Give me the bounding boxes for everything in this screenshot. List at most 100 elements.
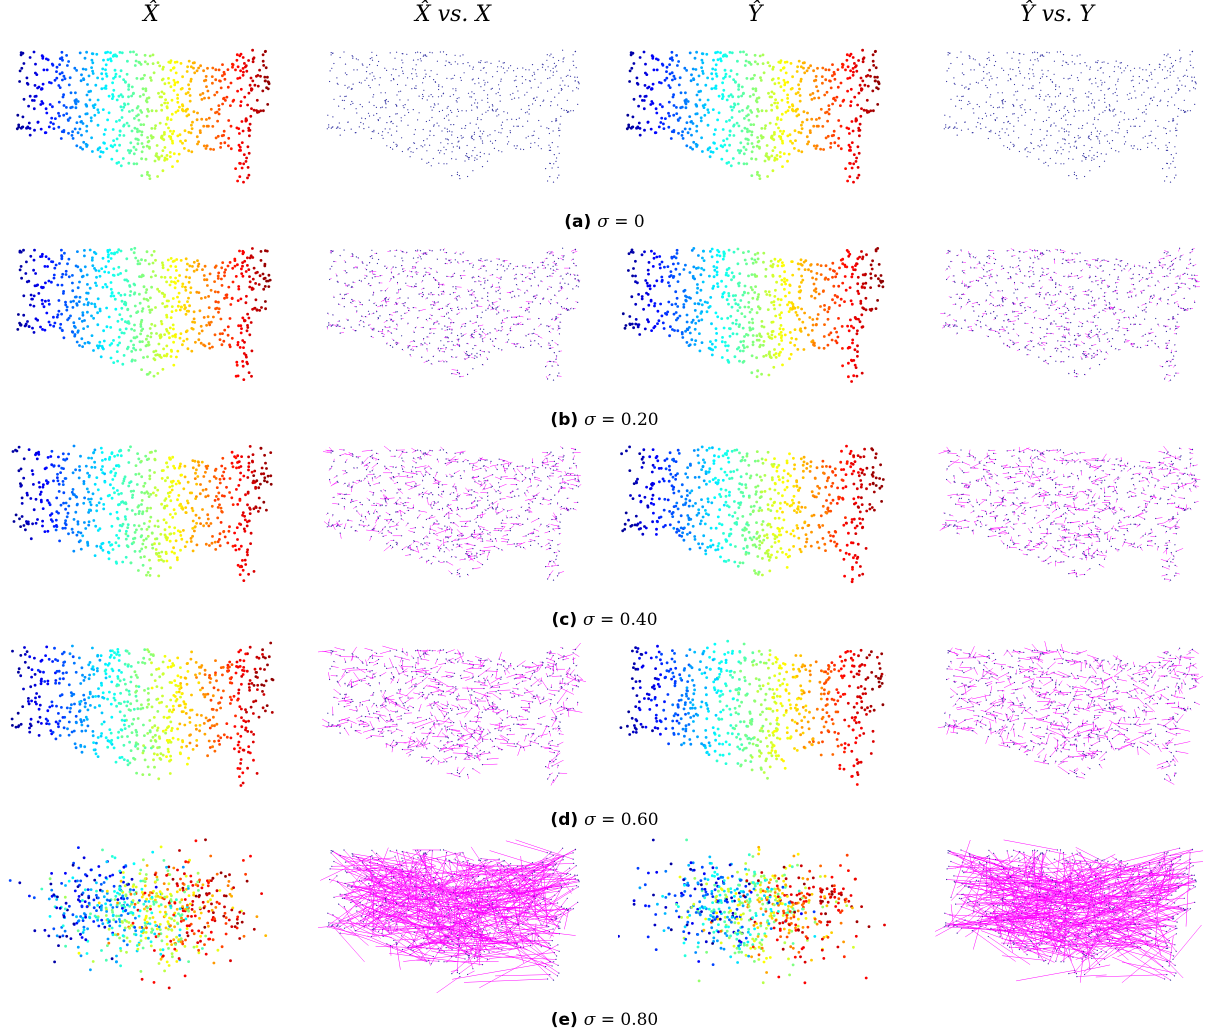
scatter-point	[153, 159, 157, 163]
scatter-point	[48, 103, 52, 106]
true-location-point	[400, 117, 402, 119]
scatter-point	[197, 66, 201, 70]
scatter-point	[672, 129, 676, 132]
scatter-point	[857, 151, 861, 155]
true-location-point	[1180, 109, 1182, 111]
scatter-point	[140, 111, 144, 114]
scatter-point	[52, 122, 55, 126]
true-location-point	[384, 128, 386, 130]
true-location-point	[1186, 75, 1189, 77]
scatter-point	[246, 326, 250, 329]
scatter-point	[872, 109, 875, 113]
scatter-point	[164, 98, 168, 102]
scatter-point	[137, 138, 140, 142]
true-location-point	[1175, 92, 1177, 94]
true-location-point	[1064, 139, 1066, 141]
true-location-point	[446, 163, 448, 165]
true-location-point	[1048, 52, 1050, 54]
true-location-point	[1029, 151, 1031, 153]
scatter-point	[777, 81, 781, 85]
true-location-point	[353, 69, 355, 71]
true-location-point	[1019, 62, 1021, 64]
scatter-point	[706, 108, 710, 112]
true-location-point	[960, 129, 963, 131]
scatter-point	[26, 320, 29, 323]
scatter-point	[781, 139, 784, 143]
scatter-point	[58, 326, 62, 330]
scatter-point	[728, 75, 732, 78]
scatter-point	[214, 300, 218, 304]
scatter-point	[142, 93, 145, 97]
scatter-point	[41, 328, 44, 331]
true-location-point	[1139, 125, 1141, 127]
scatter-point	[87, 90, 91, 94]
caption-label: (a)	[564, 212, 597, 232]
true-location-point	[993, 54, 995, 56]
true-location-point	[1051, 104, 1053, 106]
scatter-point	[157, 342, 161, 346]
true-location-point	[969, 56, 971, 58]
scatter-point	[146, 355, 149, 359]
true-location-point	[563, 57, 565, 59]
true-location-point	[1123, 119, 1125, 121]
true-location-point	[434, 104, 436, 106]
scatter-point	[239, 297, 243, 301]
scatter-point	[207, 306, 211, 309]
scatter-point	[695, 145, 699, 148]
scatter-point	[217, 310, 220, 314]
true-location-point	[456, 145, 458, 147]
scatter-point	[781, 141, 784, 145]
scatter-point	[696, 83, 699, 86]
true-location-point	[362, 64, 364, 66]
true-location-point	[1174, 146, 1176, 148]
scatter-point	[240, 267, 243, 271]
scatter-point	[77, 300, 81, 303]
true-location-point	[425, 73, 427, 75]
scatter-point	[154, 306, 157, 309]
true-location-point	[546, 127, 548, 129]
scatter-point	[812, 69, 815, 73]
scatter-point	[213, 280, 217, 283]
scatter-point	[185, 114, 189, 118]
true-location-point	[953, 77, 955, 79]
true-location-point	[1078, 127, 1080, 129]
true-location-point	[1068, 111, 1070, 113]
true-location-point	[557, 146, 559, 148]
scatter-point	[688, 127, 692, 131]
scatter-point	[684, 91, 687, 95]
scatter-point	[224, 268, 227, 272]
scatter-point	[165, 106, 169, 110]
scatter-point	[873, 75, 877, 79]
true-location-point	[945, 124, 947, 126]
scatter-point	[261, 89, 265, 93]
scatter-point	[734, 80, 737, 84]
scatter-point	[743, 126, 747, 130]
true-location-point	[550, 101, 552, 103]
true-location-point	[988, 57, 990, 59]
scatter-point	[219, 86, 223, 90]
scatter-point	[189, 291, 193, 294]
scatter-point	[203, 296, 207, 299]
true-location-point	[985, 115, 988, 117]
scatter-point	[163, 146, 167, 149]
scatter-point	[178, 336, 182, 340]
scatter-point	[174, 309, 178, 312]
true-location-point	[362, 123, 364, 125]
true-location-point	[1047, 106, 1049, 108]
true-location-point	[968, 88, 970, 90]
true-location-point	[452, 88, 454, 90]
scatter-point	[91, 72, 95, 75]
scatter-point	[192, 310, 196, 314]
true-location-point	[1176, 84, 1178, 86]
scatter-point	[777, 77, 780, 80]
true-location-point	[979, 64, 981, 66]
true-location-point	[1138, 82, 1140, 84]
true-location-point	[472, 150, 474, 152]
true-location-point	[1018, 59, 1020, 61]
scatter-point	[224, 99, 227, 102]
true-location-point	[1045, 119, 1048, 121]
scatter-point	[188, 304, 192, 308]
true-location-point	[1148, 75, 1150, 77]
true-location-point	[990, 114, 992, 116]
true-location-point	[1061, 64, 1063, 67]
